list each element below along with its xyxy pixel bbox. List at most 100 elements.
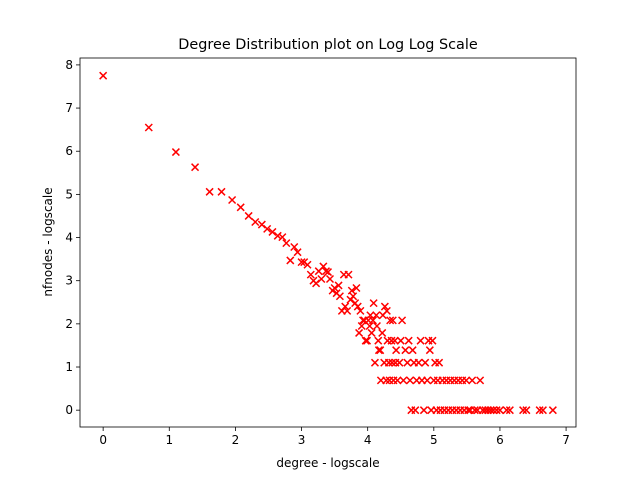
marker bbox=[303, 260, 312, 269]
y-tick-label: 3 bbox=[65, 274, 73, 288]
marker bbox=[334, 281, 343, 290]
marker bbox=[476, 376, 485, 385]
marker bbox=[290, 243, 299, 252]
marker bbox=[382, 376, 391, 385]
marker bbox=[376, 346, 385, 355]
marker bbox=[236, 203, 245, 212]
chart-title: Degree Distribution plot on Log Log Scal… bbox=[178, 37, 478, 53]
marker bbox=[423, 376, 432, 385]
marker bbox=[343, 306, 352, 315]
marker bbox=[470, 406, 479, 415]
marker bbox=[548, 406, 557, 415]
marker bbox=[393, 376, 402, 385]
marker bbox=[144, 123, 153, 132]
marker bbox=[273, 231, 282, 240]
marker bbox=[278, 233, 287, 242]
y-tick-label: 1 bbox=[65, 360, 73, 374]
marker bbox=[401, 346, 410, 355]
marker bbox=[414, 358, 423, 367]
marker bbox=[293, 248, 302, 257]
marker bbox=[403, 358, 412, 367]
marker bbox=[217, 187, 226, 196]
marker bbox=[464, 406, 473, 415]
x-tick-label: 3 bbox=[298, 433, 306, 447]
marker bbox=[361, 336, 370, 345]
plot-frame bbox=[79, 57, 577, 428]
marker bbox=[374, 336, 383, 345]
x-tick-label: 2 bbox=[232, 433, 240, 447]
y-tick-label: 8 bbox=[65, 58, 73, 72]
marker bbox=[399, 376, 408, 385]
marker bbox=[398, 316, 407, 325]
marker bbox=[462, 376, 471, 385]
marker bbox=[386, 316, 395, 325]
marker bbox=[306, 270, 315, 279]
marker bbox=[408, 346, 417, 355]
marker bbox=[335, 292, 344, 301]
marker bbox=[251, 217, 260, 227]
marker bbox=[380, 302, 389, 311]
marker bbox=[486, 406, 495, 415]
x-tick-label: 7 bbox=[562, 433, 570, 447]
marker bbox=[435, 358, 444, 367]
marker bbox=[384, 358, 393, 367]
marker bbox=[522, 406, 531, 415]
marker bbox=[495, 406, 504, 415]
marker bbox=[387, 336, 396, 345]
x-axis-label: degree - logscale bbox=[276, 456, 379, 470]
marker bbox=[411, 406, 420, 415]
marker bbox=[297, 258, 306, 267]
y-tick-label: 2 bbox=[65, 317, 73, 331]
marker bbox=[378, 328, 387, 337]
marker bbox=[428, 336, 437, 345]
x-tick-label: 1 bbox=[165, 433, 173, 447]
marker bbox=[365, 321, 374, 331]
marker bbox=[390, 336, 399, 345]
marker bbox=[396, 336, 405, 345]
marker bbox=[505, 406, 514, 415]
marker bbox=[489, 406, 498, 415]
marker bbox=[368, 316, 378, 325]
marker bbox=[519, 406, 528, 415]
marker bbox=[538, 406, 547, 415]
marker bbox=[330, 284, 339, 293]
marker bbox=[323, 268, 333, 277]
marker bbox=[392, 346, 401, 355]
marker bbox=[344, 270, 353, 279]
marker bbox=[367, 328, 376, 337]
marker bbox=[228, 195, 237, 205]
marker bbox=[362, 336, 372, 345]
marker bbox=[388, 316, 397, 325]
x-tick-label: 6 bbox=[496, 433, 504, 447]
marker bbox=[171, 148, 180, 157]
marker bbox=[421, 358, 430, 367]
x-tick-label: 4 bbox=[364, 433, 372, 447]
marker bbox=[325, 274, 335, 283]
marker bbox=[370, 358, 379, 367]
marker bbox=[355, 328, 364, 337]
marker bbox=[382, 306, 391, 315]
marker bbox=[366, 311, 375, 320]
marker bbox=[369, 299, 378, 308]
marker bbox=[372, 321, 381, 331]
marker bbox=[341, 302, 350, 311]
y-axis-label: nfnodes - logscale bbox=[41, 187, 55, 296]
marker bbox=[282, 239, 291, 248]
y-tick-label: 6 bbox=[65, 144, 73, 158]
marker bbox=[395, 358, 404, 367]
marker bbox=[372, 311, 381, 320]
x-tick-label: 0 bbox=[99, 433, 107, 447]
marker bbox=[492, 406, 501, 415]
marker bbox=[244, 211, 253, 220]
marker bbox=[388, 358, 397, 367]
marker bbox=[419, 406, 428, 415]
marker bbox=[404, 336, 413, 345]
marker bbox=[268, 227, 277, 236]
y-tick-label: 4 bbox=[65, 231, 73, 245]
y-tick-label: 7 bbox=[65, 101, 73, 115]
marker bbox=[352, 284, 361, 293]
marker bbox=[425, 346, 434, 355]
marker bbox=[321, 267, 331, 276]
marker bbox=[353, 302, 362, 311]
